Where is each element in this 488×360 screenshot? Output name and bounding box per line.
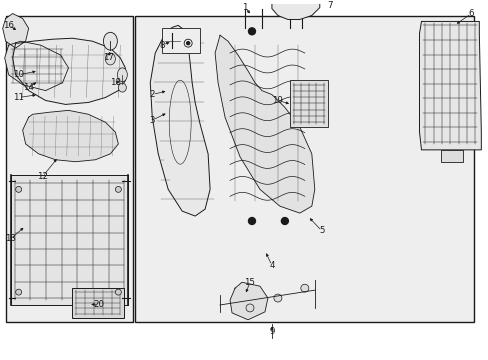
- Bar: [135, 15, 473, 322]
- Circle shape: [273, 294, 281, 302]
- Circle shape: [115, 186, 121, 192]
- Text: 15: 15: [244, 278, 255, 287]
- Polygon shape: [215, 35, 314, 213]
- Circle shape: [186, 42, 189, 45]
- Polygon shape: [2, 14, 29, 48]
- Text: 11: 11: [13, 93, 24, 102]
- Text: 8: 8: [159, 41, 164, 50]
- Text: 10: 10: [13, 70, 24, 79]
- Text: 17: 17: [102, 54, 114, 63]
- Text: 4: 4: [268, 261, 274, 270]
- Ellipse shape: [117, 68, 127, 82]
- Ellipse shape: [118, 83, 126, 92]
- Text: 3: 3: [149, 116, 155, 125]
- Text: 2: 2: [149, 90, 155, 99]
- Text: 14: 14: [23, 83, 34, 92]
- Circle shape: [300, 284, 308, 292]
- Text: 13: 13: [5, 234, 16, 243]
- Circle shape: [16, 289, 21, 295]
- Text: 7: 7: [326, 1, 332, 10]
- Text: 19: 19: [272, 96, 283, 105]
- FancyBboxPatch shape: [441, 150, 463, 162]
- Text: 18: 18: [110, 78, 121, 87]
- Circle shape: [248, 217, 255, 224]
- Bar: [6, 15, 133, 322]
- Text: 5: 5: [318, 226, 324, 235]
- Text: 9: 9: [269, 327, 274, 336]
- Bar: [72, 288, 124, 318]
- Circle shape: [115, 289, 121, 295]
- Text: 20: 20: [93, 301, 104, 310]
- Polygon shape: [22, 111, 118, 162]
- Circle shape: [245, 304, 253, 312]
- Text: 12: 12: [37, 172, 48, 181]
- Text: 1: 1: [242, 3, 247, 12]
- Bar: [11, 175, 128, 305]
- Text: 6: 6: [468, 9, 473, 18]
- Ellipse shape: [105, 53, 115, 65]
- Bar: [162, 28, 200, 53]
- Circle shape: [248, 28, 255, 35]
- Polygon shape: [229, 282, 267, 320]
- Polygon shape: [5, 41, 68, 91]
- Circle shape: [281, 217, 288, 224]
- Polygon shape: [419, 22, 480, 150]
- Ellipse shape: [103, 32, 117, 50]
- Text: 16: 16: [3, 21, 14, 30]
- Circle shape: [16, 186, 21, 192]
- Bar: [289, 80, 327, 127]
- Polygon shape: [150, 26, 210, 216]
- Polygon shape: [271, 0, 319, 19]
- Polygon shape: [13, 38, 125, 104]
